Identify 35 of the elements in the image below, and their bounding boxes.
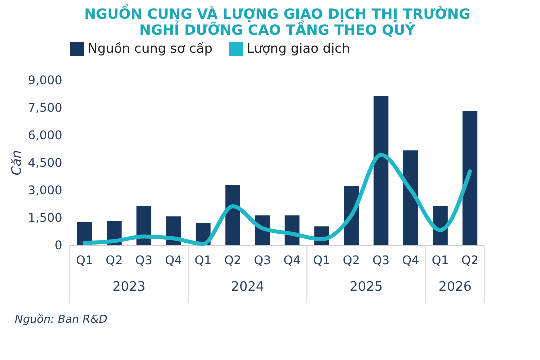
y-tick-label: 7,500 bbox=[28, 101, 62, 115]
line-series bbox=[82, 153, 472, 246]
bar bbox=[226, 185, 240, 245]
x-tick-label: Q2 bbox=[343, 254, 360, 268]
bar bbox=[462, 111, 478, 245]
x-tick-label: Q1 bbox=[432, 254, 450, 268]
x-tick-label: Q2 bbox=[462, 254, 479, 268]
x-tick-label: Q4 bbox=[165, 254, 182, 268]
x-tick-label: Q1 bbox=[76, 254, 94, 268]
y-tick-label: 6,000 bbox=[28, 128, 62, 142]
x-tick-label: Q4 bbox=[402, 254, 420, 268]
text: 2026 bbox=[438, 280, 472, 295]
y-tick-label: 9,000 bbox=[28, 74, 62, 88]
text: Nguồn: Ban R&D bbox=[15, 313, 108, 326]
x-tick-label: Q3 bbox=[372, 254, 390, 268]
y-tick-label: 1,500 bbox=[28, 211, 62, 225]
x-tick-label: Q1 bbox=[194, 254, 212, 268]
legend-label: Nguồn cung sơ cấp bbox=[88, 41, 213, 57]
text: 2024 bbox=[231, 280, 264, 295]
text: 2023 bbox=[112, 280, 146, 295]
y-tick-label: 0 bbox=[54, 238, 62, 252]
y-tick-label: 3,000 bbox=[28, 184, 62, 198]
x-tick-label: Q3 bbox=[254, 254, 272, 268]
y-axis-title: Căn bbox=[10, 150, 26, 176]
x-tick-label: Q3 bbox=[136, 254, 153, 268]
bar bbox=[403, 150, 418, 245]
text: 2025 bbox=[350, 280, 383, 295]
x-tick-label: Q2 bbox=[106, 254, 124, 268]
bar bbox=[374, 96, 389, 245]
x-tick-label: Q2 bbox=[224, 254, 242, 268]
x-tick-label: Q1 bbox=[313, 254, 331, 268]
bar bbox=[136, 206, 152, 245]
x-tick-label: Q4 bbox=[284, 254, 301, 268]
legend-label: Lượng giao dịch bbox=[247, 42, 350, 57]
y-tick-label: 4,500 bbox=[28, 156, 62, 170]
